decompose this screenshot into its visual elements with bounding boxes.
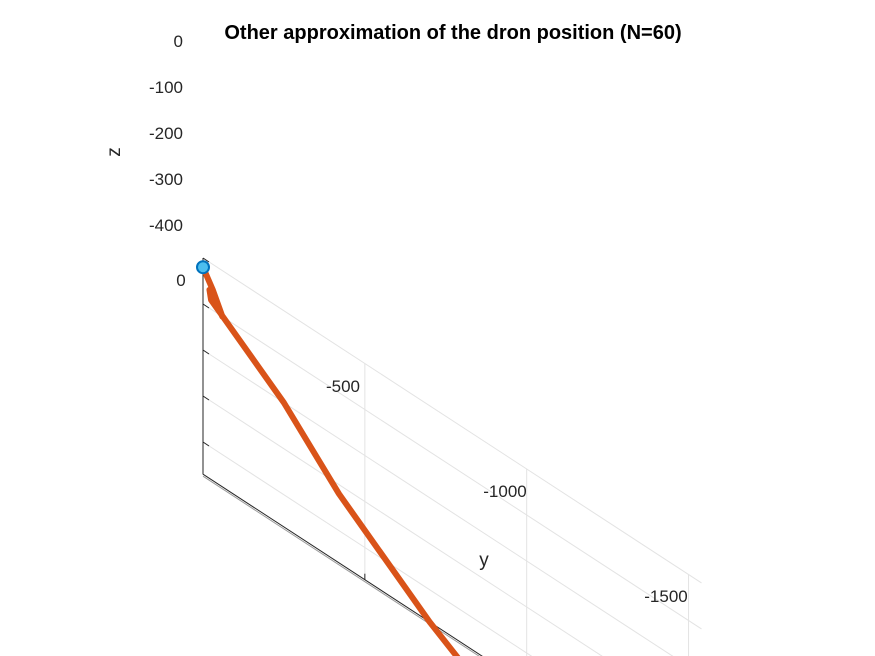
trajectory-line xyxy=(200,264,461,656)
grid-line-z xyxy=(202,303,702,630)
series-layer xyxy=(200,264,461,656)
chart-title: Other approximation of the dron position… xyxy=(224,22,681,44)
start-point-marker xyxy=(196,260,210,275)
grid-line-z xyxy=(202,257,702,584)
z-tick-mark xyxy=(202,349,210,355)
marker-layer xyxy=(196,260,210,275)
grid-line-z xyxy=(202,441,533,656)
y-axis-line xyxy=(202,473,483,656)
z-tick-mark xyxy=(202,303,210,309)
z-tick-label: -100 xyxy=(149,78,183,97)
y-tick-label: 0 xyxy=(176,271,185,290)
z-tick-mark xyxy=(202,395,210,401)
z-tick-label: -400 xyxy=(149,216,183,235)
y-tick-label: -1500 xyxy=(644,587,687,606)
y-tick-label: -1000 xyxy=(483,482,526,501)
y-axis-label: y xyxy=(479,550,489,571)
z-tick-label: 0 xyxy=(174,32,183,51)
y-tick-label: -500 xyxy=(326,377,360,396)
z-tick-label: -300 xyxy=(149,170,183,189)
z-tick-label: -200 xyxy=(149,124,183,143)
z-axis-label: z xyxy=(104,147,125,157)
axes xyxy=(202,257,483,656)
z-tick-mark xyxy=(202,441,210,447)
grid-lines xyxy=(202,257,702,656)
grid-line-z xyxy=(202,395,603,656)
z-tick-mark xyxy=(202,257,210,263)
y-axis-shadow-line xyxy=(202,475,480,656)
